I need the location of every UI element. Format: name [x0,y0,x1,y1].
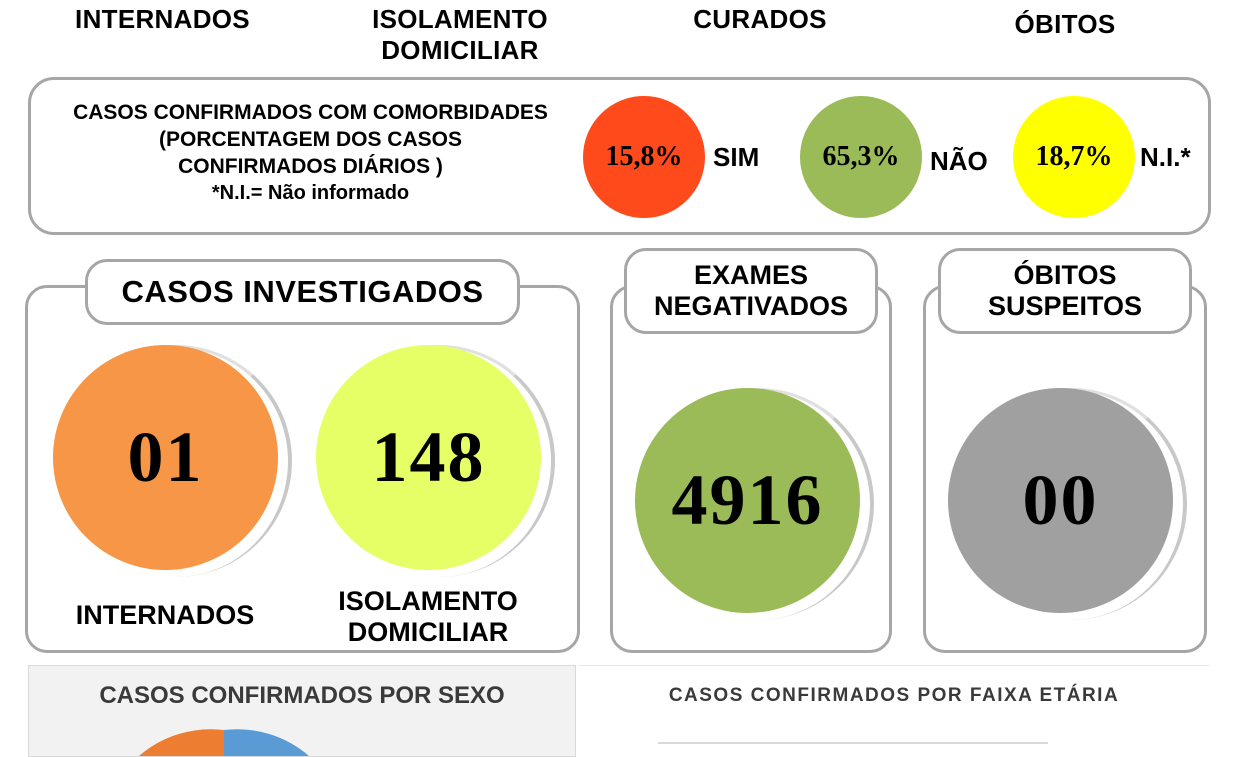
investigados-title-pill: CASOS INVESTIGADOS [85,259,520,325]
comorbidade-ni-label: N.I.* [1140,142,1191,172]
isolamento-caption-line1: ISOLAMENTO [338,586,518,616]
sexo-pie-partial [139,729,309,756]
obitos-suspeitos-title-pill: ÓBITOS SUSPEITOS [938,248,1192,334]
header-obitos: ÓBITOS [1014,9,1116,39]
faixa-chart-panel: CASOS CONFIRMADOS POR FAIXA ETÁRIA [578,665,1210,756]
comorbidades-title-line3: CONFIRMADOS DIÁRIOS ) [178,155,443,178]
internados-value: 01 [127,417,204,497]
investigados-title: CASOS INVESTIGADOS [121,274,484,309]
isolamento-value: 148 [371,417,486,497]
comorbidade-ni-value: 18,7% [1035,141,1113,172]
comorbidade-sim-value: 15,8% [605,141,683,172]
header-isolamento: ISOLAMENTO DOMICILIAR [340,4,580,66]
comorbidade-nao-value: 65,3% [822,141,900,172]
exames-title-line2: NEGATIVADOS [653,291,848,321]
obitos-suspeitos-title-line1: ÓBITOS [1013,260,1117,290]
obitos-circle: 00 [948,388,1173,613]
exames-title-pill: EXAMES NEGATIVADOS [624,248,878,334]
internados-caption: INTERNADOS [75,600,255,630]
comorbidades-title: CASOS CONFIRMADOS COM COMORBIDADES (PORC… [38,99,583,207]
sexo-chart-title: CASOS CONFIRMADOS POR SEXO [99,682,505,709]
header-isolamento-text: ISOLAMENTO DOMICILIAR [372,4,548,65]
comorbidade-sim-circle: 15,8% [583,96,705,218]
header-curados: CURADOS [693,4,827,34]
obitos-suspeitos-title-line2: SUSPEITOS [987,291,1143,321]
isolamento-caption-line2: DOMICILIAR [347,617,509,647]
comorbidades-title-line1: CASOS CONFIRMADOS COM COMORBIDADES [73,101,548,124]
faixa-chart-axis [658,742,1048,744]
comorbidade-ni-circle: 18,7% [1013,96,1135,218]
internados-circle: 01 [53,345,278,570]
comorbidade-sim-label: SIM [713,142,760,172]
obitos-value: 00 [1022,460,1099,540]
isolamento-caption: ISOLAMENTO DOMICILIAR [318,586,538,648]
pie-slice-blue [224,729,309,756]
exames-circle: 4916 [635,388,860,613]
isolamento-circle: 148 [316,345,541,570]
exames-title-line1: EXAMES [693,260,809,290]
header-internados: INTERNADOS [75,4,250,34]
comorbidades-title-line2: (PORCENTAGEM DOS CASOS [159,128,462,151]
exames-value: 4916 [671,460,824,540]
comorbidades-footnote: *N.I.= Não informado [211,182,410,204]
sexo-chart-panel: CASOS CONFIRMADOS POR SEXO [28,665,576,757]
comorbidade-nao-label: NÃO [930,146,988,176]
faixa-chart-title: CASOS CONFIRMADOS POR FAIXA ETÁRIA [668,685,1120,706]
pie-slice-orange [139,729,224,756]
comorbidade-nao-circle: 65,3% [800,96,922,218]
